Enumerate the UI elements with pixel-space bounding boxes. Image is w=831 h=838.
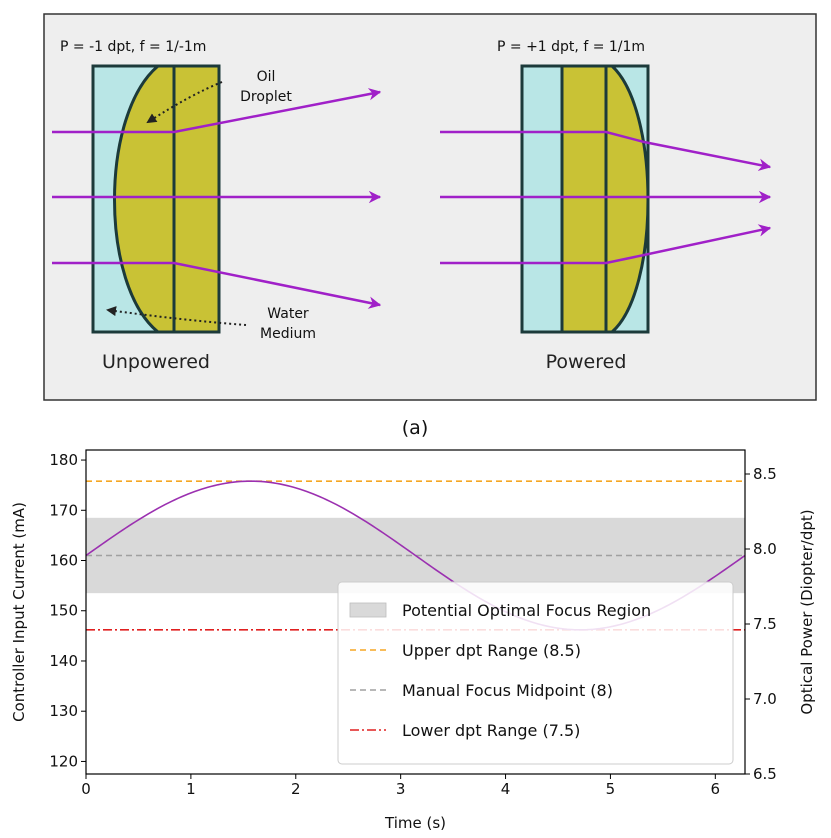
unpowered-lens — [91, 64, 221, 334]
unpowered-power-label: P = -1 dpt, f = 1/-1m — [60, 39, 206, 55]
rays-powered — [440, 130, 772, 265]
unpowered-label: Unpowered — [102, 351, 210, 373]
lens-frame-right — [520, 64, 650, 334]
lens-diagram-panel: P = -1 dpt, f = 1/-1m P = +1 dpt, f = 1/… — [43, 13, 817, 401]
powered-power-label: P = +1 dpt, f = 1/1m — [497, 39, 645, 55]
y-tick-label-3: 150 — [49, 602, 78, 620]
panel-caption: (a) — [402, 417, 428, 439]
chart-y-axis-right: 6.5 7.0 7.5 8.0 8.5 — [745, 465, 777, 783]
oil-label-line1: Oil — [257, 69, 276, 85]
oil-label-line2: Droplet — [240, 89, 292, 105]
legend-label-3: Lower dpt Range (7.5) — [402, 721, 580, 740]
y2-tick-label-0: 6.5 — [753, 765, 777, 783]
lens-frame-left — [91, 64, 221, 334]
legend-label-0: Potential Optimal Focus Region — [402, 601, 651, 620]
water-label-line2: Medium — [260, 326, 316, 342]
y-tick-label-6: 180 — [49, 451, 78, 469]
x-tick-label-4: 4 — [501, 780, 511, 798]
y-tick-label-5: 170 — [49, 501, 78, 519]
rays-unpowered — [52, 88, 382, 309]
x-tick-label-1: 1 — [186, 780, 196, 798]
ray-left-bottom — [52, 261, 382, 309]
oil-droplet-left — [113, 66, 219, 332]
legend-swatch-0 — [349, 602, 387, 618]
y2-tick-label-1: 7.0 — [753, 690, 777, 708]
chart-x-axis-label: Time (s) — [384, 814, 446, 832]
ray-right-bottom — [440, 224, 772, 265]
chart-plot-frame — [85, 449, 746, 775]
chart-x-axis: 0 1 2 3 4 5 6 — [81, 774, 720, 798]
x-tick-label-0: 0 — [81, 780, 91, 798]
legend-box — [337, 581, 734, 765]
y2-tick-label-3: 8.0 — [753, 540, 777, 558]
chart: 0 1 2 3 4 5 6 120 130 140 150 160 170 180 6.5 7.0 7.5 8… — [10, 449, 816, 832]
chart-y-axis-label: Controller Input Current (mA) — [10, 502, 28, 722]
chart-y-axis-left: 120 130 140 150 160 170 180 — [49, 451, 86, 770]
y-tick-label-2: 140 — [49, 652, 78, 670]
y2-tick-label-4: 8.5 — [753, 465, 777, 483]
y-tick-label-0: 120 — [49, 752, 78, 770]
water-label-line1: Water — [267, 306, 309, 322]
ray-right-top — [440, 130, 772, 171]
powered-label: Powered — [546, 351, 627, 373]
chart-y2-axis-label: Optical Power (Diopter/dpt) — [798, 509, 816, 714]
legend-label-2: Manual Focus Midpoint (8) — [402, 681, 613, 700]
x-tick-label-6: 6 — [711, 780, 721, 798]
y-tick-label-4: 160 — [49, 552, 78, 570]
x-tick-label-5: 5 — [606, 780, 616, 798]
water-pointer-arrow — [106, 306, 247, 326]
y-tick-label-1: 130 — [49, 702, 78, 720]
chart-legend: Potential Optimal Focus Region Upper dpt … — [337, 581, 734, 765]
x-tick-label-3: 3 — [396, 780, 406, 798]
ray-left-top — [52, 88, 382, 134]
legend-label-1: Upper dpt Range (8.5) — [402, 641, 581, 660]
y2-tick-label-2: 7.5 — [753, 615, 777, 633]
powered-lens — [520, 64, 650, 334]
x-tick-label-2: 2 — [291, 780, 301, 798]
